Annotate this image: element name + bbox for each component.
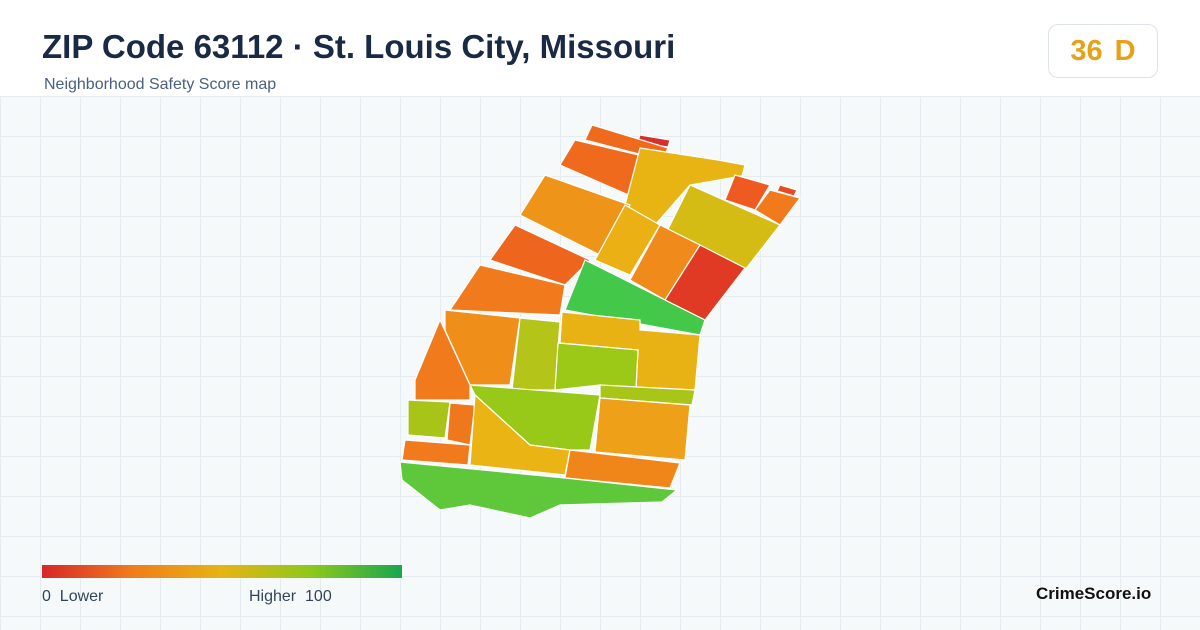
legend-min: 0 Lower: [42, 588, 103, 606]
area: [414, 318, 471, 401]
legend-min-value: 0: [42, 588, 51, 605]
legend-max-label: Higher: [249, 588, 297, 605]
area: [594, 204, 661, 276]
legend-max-value: 100: [305, 588, 332, 605]
legend-scale: [42, 565, 402, 578]
title: ZIP Code 63112 · St. Louis City, Missour…: [42, 28, 676, 65]
legend-min-label: Lower: [59, 588, 104, 605]
area: [399, 461, 679, 519]
area: [594, 397, 691, 461]
area: [448, 264, 566, 316]
score-grade: D: [1114, 35, 1136, 67]
brand: CrimeScore.io: [1036, 584, 1152, 603]
area: [776, 184, 798, 197]
score-value: 36: [1070, 35, 1103, 67]
subtitle: Neighborhood Safety Score map: [44, 76, 277, 93]
score-badge: 36 D: [1048, 24, 1158, 78]
area: [401, 439, 471, 466]
area: [446, 402, 476, 446]
legend-max: Higher 100: [249, 588, 332, 606]
area: [599, 384, 696, 406]
area: [407, 399, 451, 439]
area: [564, 449, 681, 489]
area: [444, 309, 521, 386]
area: [664, 184, 781, 271]
area: [511, 317, 561, 391]
area: [554, 342, 639, 391]
header: ZIP Code 63112 · St. Louis City, Missour…: [0, 0, 1200, 96]
